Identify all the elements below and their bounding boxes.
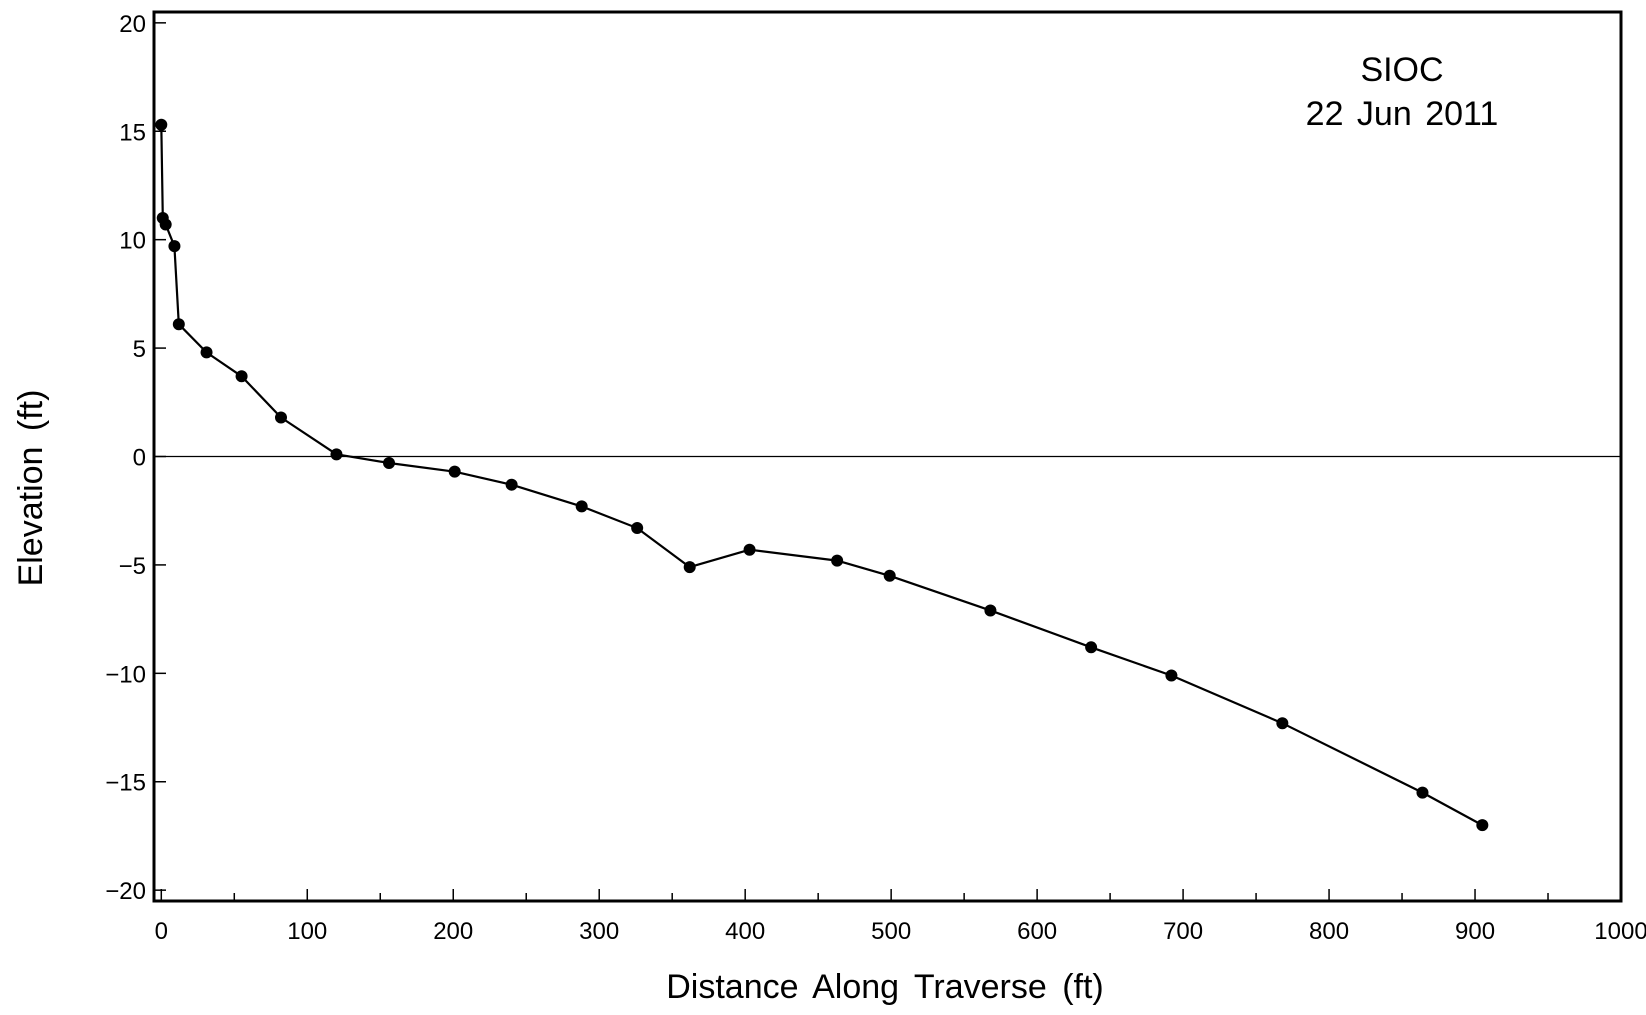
data-point xyxy=(743,543,756,556)
data-point xyxy=(505,478,518,491)
data-point xyxy=(168,240,181,253)
y-tick-label: −20 xyxy=(105,878,146,905)
data-point xyxy=(1165,669,1178,682)
x-tick-label: 100 xyxy=(287,918,327,945)
axes xyxy=(152,10,1623,903)
y-tick-label: 15 xyxy=(119,119,146,146)
x-tick-label: 0 xyxy=(155,918,168,945)
y-tick-label: 20 xyxy=(119,11,146,38)
data-point xyxy=(155,118,168,131)
data-point xyxy=(1085,641,1098,654)
data-point xyxy=(172,318,185,331)
data-point xyxy=(235,370,248,383)
x-tick-label: 400 xyxy=(725,918,765,945)
data-point xyxy=(984,604,997,617)
data-point xyxy=(631,522,644,535)
annotation-date: 22 Jun 2011 xyxy=(1306,95,1499,133)
y-tick-label: 10 xyxy=(119,228,146,255)
y-axis-title: Elevation (ft) xyxy=(12,390,50,587)
x-tick-label: 300 xyxy=(579,918,619,945)
data-point xyxy=(159,218,172,231)
data-point xyxy=(274,411,287,424)
data-point xyxy=(383,457,396,470)
data-point xyxy=(448,465,461,478)
x-tick-label: 1000 xyxy=(1594,918,1646,945)
y-tick-label: 5 xyxy=(133,336,146,363)
annotation-station: SIOC xyxy=(1360,51,1443,89)
data-point xyxy=(1476,819,1489,832)
data-point xyxy=(831,554,844,567)
x-axis-title: Distance Along Traverse (ft) xyxy=(666,968,1104,1006)
x-tick-label: 800 xyxy=(1309,918,1349,945)
data-point xyxy=(330,448,343,461)
series-line xyxy=(160,124,1483,827)
data-point xyxy=(1416,786,1429,799)
data-point xyxy=(1276,717,1289,730)
y-tick-label: −5 xyxy=(119,553,146,580)
data-point xyxy=(683,561,696,574)
y-tick-label: −15 xyxy=(105,770,146,797)
data-point xyxy=(883,569,896,582)
x-tick-label: 600 xyxy=(1017,918,1057,945)
x-tick-label: 500 xyxy=(871,918,911,945)
x-tick-label: 900 xyxy=(1455,918,1495,945)
x-tick-label: 700 xyxy=(1163,918,1203,945)
x-tick-label: 200 xyxy=(433,918,473,945)
data-series xyxy=(155,118,1489,832)
data-point xyxy=(200,346,213,359)
data-point xyxy=(575,500,588,513)
y-tick-label: −10 xyxy=(105,661,146,688)
tick-labels: 0 100 200 300 400 500 600 700 800 900 1000 20 15 10 5 0… xyxy=(105,11,1646,945)
tick-marks xyxy=(154,22,1622,901)
y-tick-label: 0 xyxy=(133,445,146,472)
